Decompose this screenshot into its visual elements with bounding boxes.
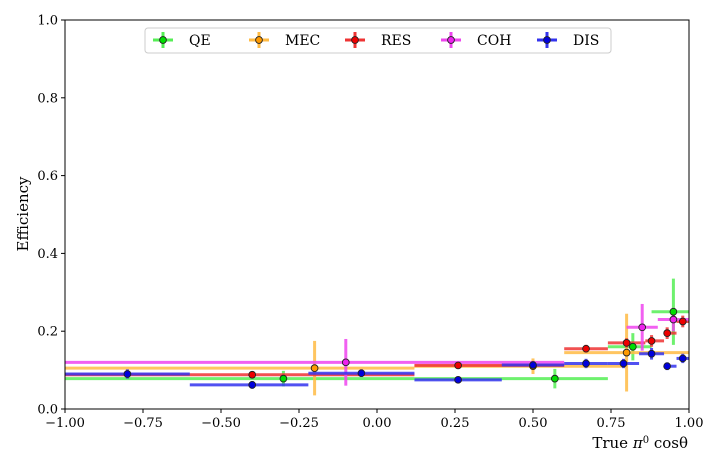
- legend-label: MEC: [285, 33, 320, 49]
- legend-box: [144, 27, 612, 54]
- data-point: [628, 342, 637, 351]
- data-point: [669, 315, 678, 324]
- legend-label: RES: [381, 33, 411, 49]
- data-point: [622, 339, 631, 347]
- x-axis-label: True π0 cosθ: [592, 434, 688, 452]
- data-point: [454, 375, 462, 384]
- data-point: [619, 359, 628, 368]
- data-point: [279, 374, 288, 383]
- x-axis: −1.00 −0.75 −0.50 −0.25 0.00 0.25 0.50 0.75 1.00: [45, 409, 703, 431]
- data-point: [663, 329, 672, 337]
- markers-coh: [341, 315, 678, 367]
- x-tick-label: −0.75: [123, 416, 163, 431]
- data-point: [582, 359, 590, 368]
- data-point: [310, 364, 319, 373]
- legend-entry-dis: DIS: [537, 32, 599, 49]
- x-tick-label: 0.75: [597, 416, 626, 431]
- legend-marker: [543, 36, 551, 44]
- markers-dis: [123, 349, 687, 389]
- x-tick-label: 0.25: [441, 416, 470, 431]
- legend-label: COH: [477, 33, 511, 49]
- data-point: [647, 337, 656, 345]
- data-point: [582, 344, 590, 353]
- data-point: [248, 381, 257, 389]
- plot-frame: [64, 19, 690, 410]
- data-point: [341, 358, 350, 367]
- data-point: [647, 349, 656, 358]
- legend-label: QE: [189, 33, 211, 49]
- legend-entry-qe: QE: [153, 32, 211, 49]
- data-point: [248, 370, 257, 379]
- legend-entry-coh: COH: [441, 32, 511, 49]
- data-point: [622, 348, 631, 357]
- data-point: [638, 323, 647, 332]
- plot-area: [65, 278, 689, 396]
- data-point: [123, 370, 132, 378]
- legend-entry-mec: MEC: [249, 32, 320, 49]
- y-tick-label: 1.0: [37, 14, 58, 29]
- legend-marker: [255, 36, 263, 44]
- y-axis-label: Efficiency: [14, 176, 32, 252]
- x-tick-label: −0.25: [279, 416, 319, 431]
- data-point: [678, 354, 687, 363]
- legend-marker: [447, 36, 455, 44]
- y-tick-label: 0.6: [37, 169, 58, 184]
- legend-entry-res: RES: [345, 32, 411, 49]
- data-point: [529, 361, 537, 369]
- markers-qe: [279, 307, 678, 383]
- y-axis: 0.0 0.2 0.4 0.6 0.8 1.0: [37, 14, 65, 418]
- series-mec: [65, 313, 689, 396]
- data-point: [550, 374, 559, 383]
- legend-marker: [351, 36, 359, 44]
- y-tick-label: 0.0: [37, 403, 58, 418]
- data-point: [663, 362, 672, 371]
- data-point: [357, 369, 366, 378]
- y-tick-label: 0.8: [37, 91, 58, 106]
- markers-res: [248, 317, 687, 379]
- legend: QE MEC RES COH DIS: [144, 27, 612, 54]
- y-tick-label: 0.4: [37, 247, 58, 262]
- x-tick-label: 0.00: [363, 416, 392, 431]
- y-tick-label: 0.2: [37, 325, 58, 340]
- x-tick-label: 0.50: [519, 416, 548, 431]
- data-point: [669, 307, 678, 316]
- x-tick-label: −1.00: [45, 416, 85, 431]
- legend-label: DIS: [573, 33, 599, 49]
- data-point: [678, 317, 687, 326]
- legend-marker: [159, 36, 167, 44]
- data-point: [454, 361, 462, 370]
- x-tick-label: −0.50: [201, 416, 241, 431]
- x-tick-label: 1.00: [675, 416, 704, 431]
